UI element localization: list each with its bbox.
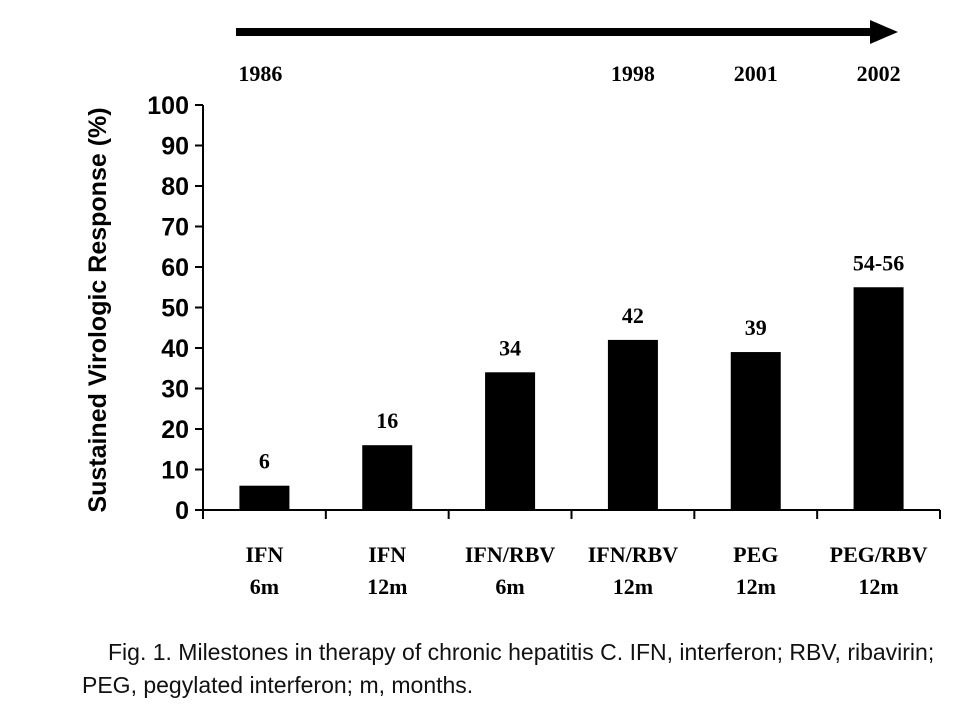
x-category-label: 12m (858, 574, 898, 599)
bar-value-label: 34 (499, 335, 521, 360)
y-tick-label: 10 (161, 457, 189, 485)
bar-value-label: 42 (622, 303, 644, 328)
bar-value-label: 54-56 (853, 250, 904, 275)
x-category-label: IFN (368, 542, 406, 567)
y-tick-label: 60 (161, 254, 189, 282)
timeline-year-label: 2001 (734, 61, 778, 86)
labels: 6 IFN 6m 16 IFN 12m 34 IFN/RBV 6m 42 IFN/RBV 12m 39 P… (245, 250, 927, 599)
x-category-label: 12m (613, 574, 653, 599)
bar (853, 287, 904, 510)
x-category-label: IFN/RBV (588, 542, 679, 567)
axes: 0 10 20 30 40 50 60 70 80 90 100 (147, 92, 941, 525)
bar-value-label: 6 (259, 449, 270, 474)
x-category-label: 12m (736, 574, 776, 599)
timeline-year-label: 1986 (238, 61, 282, 86)
y-tick-label: 40 (161, 335, 189, 363)
y-tick-label: 100 (147, 92, 189, 120)
y-tick-label: 30 (161, 376, 189, 404)
bar-value-label: 39 (745, 315, 767, 340)
timeline-year-label: 2002 (857, 61, 901, 86)
bar (362, 445, 413, 510)
x-category-label: PEG (733, 542, 778, 567)
figure-caption: Fig. 1. Milestones in therapy of chronic… (82, 639, 935, 698)
x-category-label: IFN/RBV (465, 542, 556, 567)
bar (239, 485, 290, 510)
x-category-label: 6m (495, 574, 524, 599)
y-tick-label: 90 (161, 133, 189, 161)
bar (730, 352, 781, 510)
timeline-year-label: 1998 (611, 61, 655, 86)
x-category-label: IFN (245, 542, 283, 567)
timeline: 1986 1998 2001 2002 (236, 20, 901, 86)
y-axis-label: Sustained Virologic Response (%) (84, 107, 112, 512)
y-tick-label: 70 (161, 214, 189, 242)
bar (485, 372, 536, 510)
bar (607, 339, 658, 510)
y-tick-label: 20 (161, 416, 189, 444)
x-category-label: 6m (250, 574, 279, 599)
y-tick-label: 80 (161, 173, 189, 201)
y-tick-label: 0 (175, 497, 189, 525)
timeline-arrow-head (870, 20, 898, 44)
bar-value-label: 16 (376, 408, 398, 433)
x-category-label: PEG/RBV (830, 542, 928, 567)
x-category-label: 12m (367, 574, 407, 599)
bars (239, 287, 904, 510)
y-tick-label: 50 (161, 295, 189, 323)
